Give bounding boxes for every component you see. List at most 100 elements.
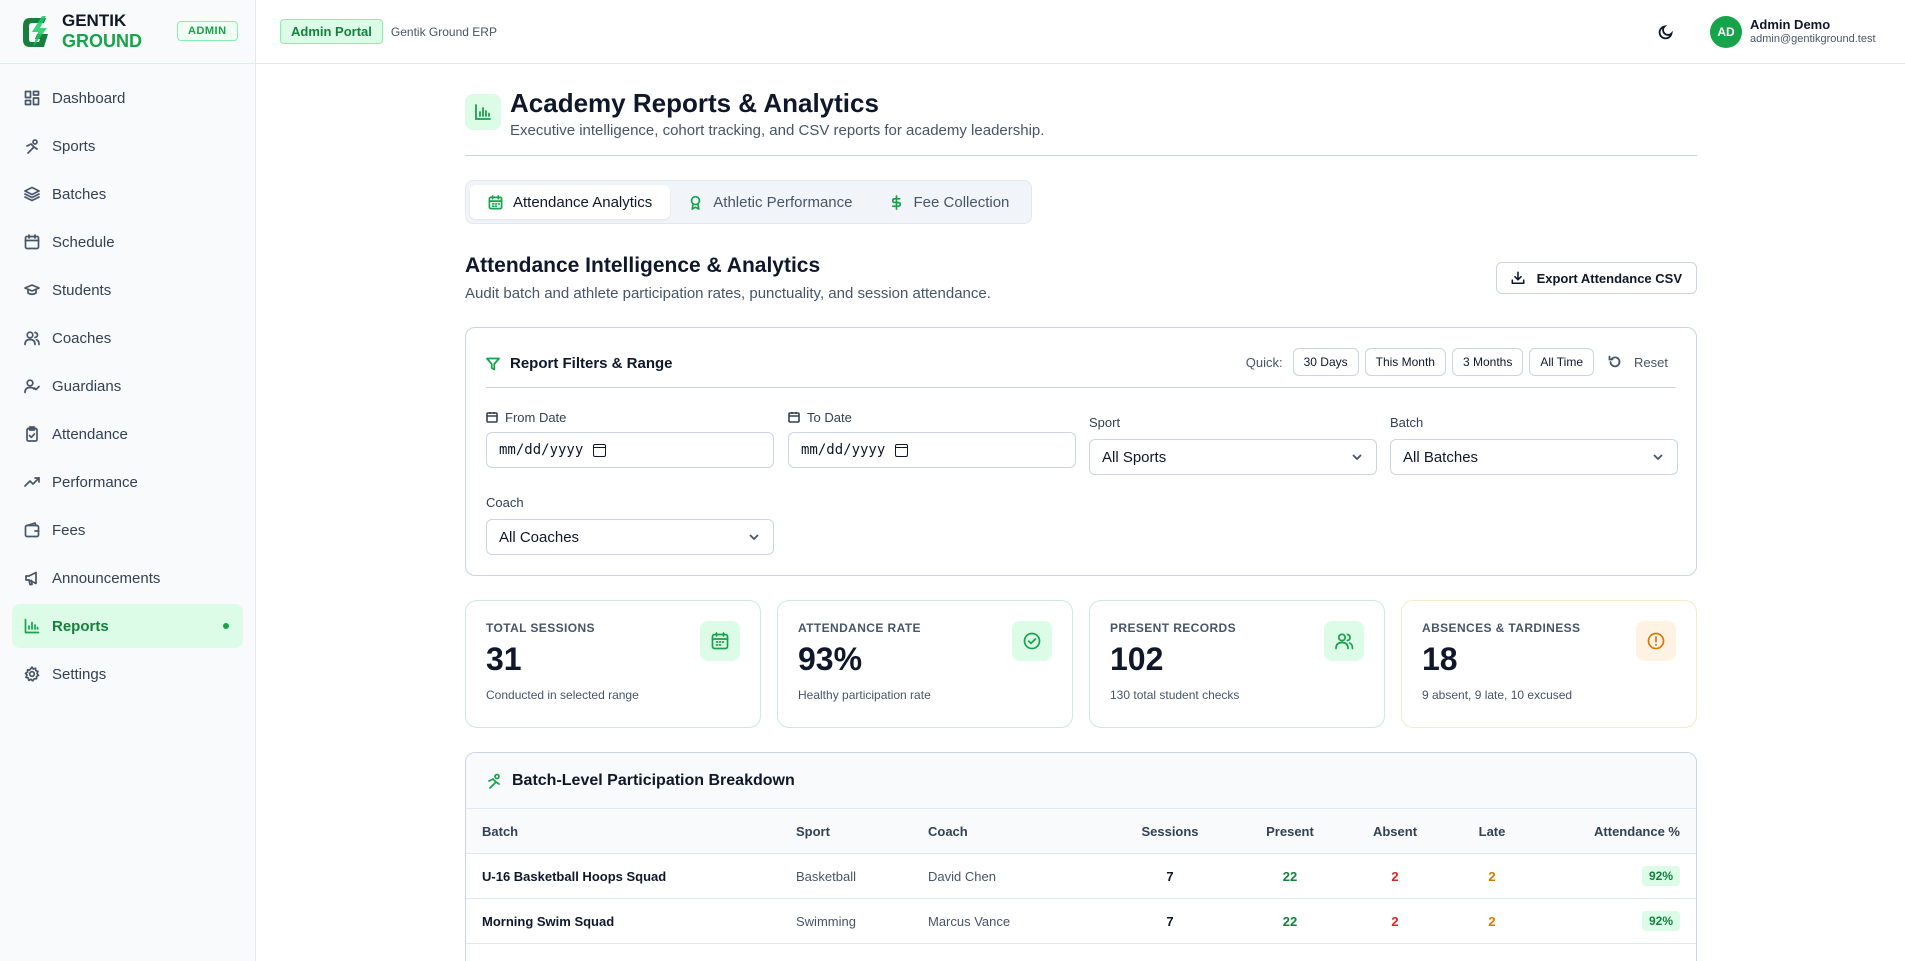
report-filters-panel: Report Filters & Range Quick: 30 Days Th…: [465, 327, 1697, 576]
stat-card-present-records: PRESENT RECORDS 102 130 total student ch…: [1089, 600, 1385, 728]
tab-fee-collection[interactable]: Fee Collection: [871, 185, 1028, 219]
sidebar-item-dashboard[interactable]: Dashboard: [12, 76, 243, 120]
cell-absent: 2: [1391, 913, 1399, 929]
quick-label: Quick:: [1245, 354, 1283, 370]
avatar[interactable]: AD: [1710, 16, 1742, 48]
cell-sessions: 7: [1166, 913, 1174, 929]
cell-present: 22: [1282, 868, 1298, 884]
column-header-late[interactable]: Late: [1478, 823, 1506, 839]
from-date-input[interactable]: mm/dd/yyyy: [486, 432, 774, 468]
sidebar-item-settings[interactable]: Settings: [12, 652, 243, 696]
tab-label: Athletic Performance: [713, 193, 853, 211]
sidebar-item-schedule[interactable]: Schedule: [12, 220, 243, 264]
filters-header: Report Filters & Range Quick: 30 Days Th…: [486, 348, 1676, 388]
brand-name-line2: GROUND: [62, 30, 142, 51]
column-header-coach[interactable]: Coach: [928, 823, 968, 839]
sidebar-item-guardians[interactable]: Guardians: [12, 364, 243, 408]
sidebar-item-sports[interactable]: Sports: [12, 124, 243, 168]
export-attendance-csv-button[interactable]: Export Attendance CSV: [1495, 262, 1697, 294]
column-header-present[interactable]: Present: [1266, 823, 1314, 839]
batch-select[interactable]: All Batches: [1390, 439, 1678, 475]
cell-batch: U-16 Basketball Hoops Squad: [482, 868, 667, 884]
batch-select-value: All Batches: [1403, 448, 1479, 466]
column-header-batch[interactable]: Batch: [482, 823, 519, 839]
brand-name-line1: GENTIK: [62, 10, 127, 30]
tab-athletic-performance[interactable]: Athletic Performance: [670, 185, 870, 219]
sidebar-item-label: Attendance: [52, 425, 128, 443]
quick-this-month-button[interactable]: This Month: [1364, 348, 1446, 376]
sidebar-item-batches[interactable]: Batches: [12, 172, 243, 216]
calendar-picker-icon[interactable]: [593, 443, 607, 457]
stat-note: Healthy participation rate: [798, 688, 931, 702]
page-header: Academy Reports & Analytics Executive in…: [465, 64, 1697, 156]
to-date-value: mm/dd/yyyy: [801, 442, 886, 458]
sidebar-item-attendance[interactable]: Attendance: [12, 412, 243, 456]
stat-value: 93%: [798, 641, 863, 677]
sidebar-item-label: Dashboard: [52, 89, 126, 107]
cell-coach: Marcus Vance: [928, 913, 1011, 929]
from-date-value: mm/dd/yyyy: [499, 442, 584, 458]
main-content: Academy Reports & Analytics Executive in…: [465, 64, 1697, 961]
stat-card-total-sessions: TOTAL SESSIONS 31 Conducted in selected …: [465, 600, 761, 728]
column-header-sport[interactable]: Sport: [796, 823, 830, 839]
batch-field: Batch All Batches: [1390, 414, 1678, 475]
tab-attendance-analytics[interactable]: Attendance Analytics: [470, 185, 671, 219]
users-icon: [1335, 633, 1354, 650]
to-date-input[interactable]: mm/dd/yyyy: [788, 432, 1076, 468]
brand[interactable]: GENTIK GROUND: [0, 0, 255, 64]
theme-toggle-button[interactable]: [1654, 20, 1678, 44]
to-date-field: To Date mm/dd/yyyy: [788, 409, 1076, 468]
user-check-icon: [24, 379, 40, 394]
calendar-icon: [488, 194, 503, 209]
column-header-absent[interactable]: Absent: [1372, 823, 1418, 839]
sidebar-item-label: Announcements: [52, 569, 161, 587]
trending-up-icon: [24, 477, 40, 487]
sidebar-item-fees[interactable]: Fees: [12, 508, 243, 552]
graduation-cap-icon: [24, 284, 40, 296]
moon-icon: [1658, 25, 1673, 40]
cell-batch: Morning Swim Squad: [482, 913, 615, 929]
cell-absent: 2: [1391, 868, 1399, 884]
active-indicator-dot: [223, 623, 229, 629]
report-tabs: Attendance Analytics Athletic Performanc…: [465, 180, 1033, 224]
cell-coach: David Chen: [928, 868, 996, 884]
stat-note: 9 absent, 9 late, 10 excused: [1422, 688, 1573, 702]
sports-icon: [26, 139, 38, 154]
sidebar-item-label: Fees: [52, 521, 86, 539]
batch-label: Batch: [1390, 414, 1424, 430]
sidebar-item-label: Reports: [52, 617, 109, 635]
to-date-label: To Date: [788, 409, 1076, 425]
coach-select[interactable]: All Coaches: [486, 519, 774, 555]
sport-select[interactable]: All Sports: [1089, 439, 1377, 475]
sidebar-item-students[interactable]: Students: [12, 268, 243, 312]
quick-all-time-button[interactable]: All Time: [1529, 348, 1595, 376]
column-header-sessions[interactable]: Sessions: [1141, 823, 1199, 839]
calendar-icon: [24, 234, 40, 250]
stat-card-attendance-rate: ATTENDANCE RATE 93% Healthy participatio…: [777, 600, 1073, 728]
chevron-down-icon: [1653, 454, 1663, 460]
reset-filters-button[interactable]: Reset: [1608, 355, 1676, 370]
sidebar-item-reports[interactable]: Reports: [12, 604, 243, 648]
dashboard-icon: [24, 90, 40, 106]
from-date-label: From Date: [486, 409, 774, 425]
table-row[interactable]: Morning Swim Squad Swimming Marcus Vance…: [466, 899, 1696, 944]
cell-sessions: 7: [1166, 868, 1174, 884]
page-subtitle: Executive intelligence, cohort tracking,…: [510, 122, 1045, 139]
user-email: admin@gentikground.test: [1750, 33, 1876, 45]
export-button-label: Export Attendance CSV: [1536, 270, 1682, 286]
sidebar-item-coaches[interactable]: Coaches: [12, 316, 243, 360]
calendar-picker-icon[interactable]: [895, 443, 909, 457]
tab-label: Attendance Analytics: [513, 193, 653, 211]
user-name[interactable]: Admin Demo: [1750, 17, 1831, 32]
quick-30-days-button[interactable]: 30 Days: [1292, 348, 1359, 376]
coach-label: Coach: [486, 494, 524, 510]
stat-note: Conducted in selected range: [486, 688, 639, 702]
table-row[interactable]: U-16 Basketball Hoops Squad Basketball D…: [466, 854, 1696, 899]
stat-label: ATTENDANCE RATE: [798, 621, 921, 635]
quick-3-months-button[interactable]: 3 Months: [1451, 348, 1524, 376]
column-header-attendance-pct[interactable]: Attendance %: [1594, 823, 1680, 839]
sidebar-item-label: Batches: [52, 185, 107, 203]
sidebar-item-performance[interactable]: Performance: [12, 460, 243, 504]
sidebar-item-announcements[interactable]: Announcements: [12, 556, 243, 600]
filters-title-text: Report Filters & Range: [510, 355, 673, 372]
